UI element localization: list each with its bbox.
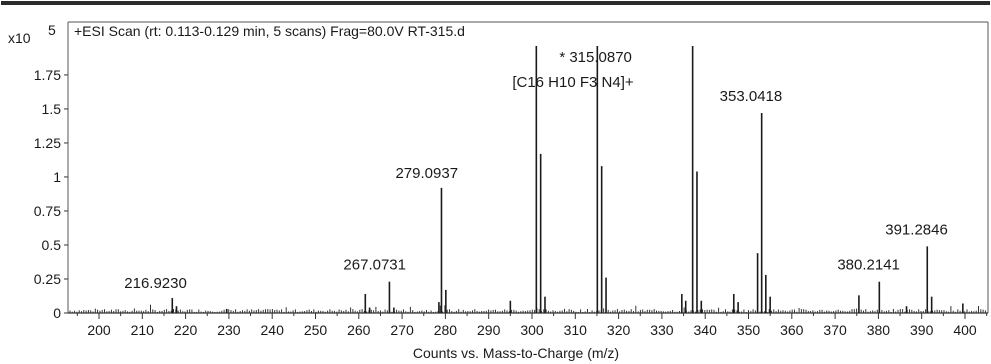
- x-tick-label: 270: [390, 322, 414, 338]
- chart-title: +ESI Scan (rt: 0.113-0.129 min, 5 scans)…: [74, 23, 465, 39]
- y-tick-label: 1.25: [34, 135, 61, 151]
- peak-label: 267.0731: [343, 257, 406, 274]
- x-tick-label: 380: [867, 322, 891, 338]
- peak-annotations: 216.9230 267.0731 279.0937 * 315.0870 [C16 H…: [124, 49, 948, 292]
- y-tick-label: 0: [53, 305, 61, 321]
- x-tick-label: 310: [564, 322, 588, 338]
- x-tick-label: 280: [434, 322, 458, 338]
- x-tick-label: 200: [87, 322, 111, 338]
- x-tick-label: 390: [910, 322, 934, 338]
- y-multiplier-exponent: 5: [48, 22, 56, 38]
- x-tick-label: 360: [780, 322, 804, 338]
- y-tick-label: 0.25: [34, 271, 61, 287]
- x-tick-label: 240: [261, 322, 285, 338]
- y-tick-label: 1.5: [42, 101, 62, 117]
- y-tick-label: 1.75: [34, 67, 61, 83]
- baseline-noise: [69, 304, 986, 313]
- x-axis-ticks: 200 210 220 230 240 250 260 270 280 290 300 310 320 3…: [76, 313, 988, 338]
- y-tick-label: 0.5: [42, 237, 62, 253]
- x-axis-label: Counts vs. Mass-to-Charge (m/z): [413, 345, 619, 361]
- x-tick-label: 330: [650, 322, 674, 338]
- x-tick-label: 250: [304, 322, 328, 338]
- x-tick-label: 210: [131, 322, 155, 338]
- peak-label: * 315.0870: [559, 49, 632, 66]
- peak-label: 279.0937: [395, 165, 458, 182]
- y-multiplier-label: x10: [8, 30, 31, 46]
- x-tick-label: 300: [520, 322, 544, 338]
- x-tick-label: 220: [174, 322, 198, 338]
- y-tick-label: 0.75: [34, 203, 61, 219]
- peak-label: [C16 H10 F3 N4]+: [512, 74, 634, 91]
- peak-label: 391.2846: [885, 221, 948, 238]
- peak-label: 216.9230: [124, 275, 187, 292]
- y-axis-ticks: 0 0.25 0.5 0.75 1 1.25 1.5 1.75: [34, 67, 68, 321]
- x-tick-label: 340: [694, 322, 718, 338]
- peak-label: 353.0418: [720, 88, 783, 105]
- x-tick-label: 230: [217, 322, 241, 338]
- x-tick-label: 350: [737, 322, 761, 338]
- x-tick-label: 260: [347, 322, 371, 338]
- spectrum-peaks: [171, 46, 964, 313]
- y-tick-label: 1: [53, 169, 61, 185]
- top-border: [1, 1, 990, 5]
- x-tick-label: 290: [477, 322, 501, 338]
- peak-label: 380.2141: [837, 257, 900, 274]
- x-tick-label: 400: [953, 322, 977, 338]
- x-tick-label: 320: [607, 322, 631, 338]
- x-tick-label: 370: [823, 322, 847, 338]
